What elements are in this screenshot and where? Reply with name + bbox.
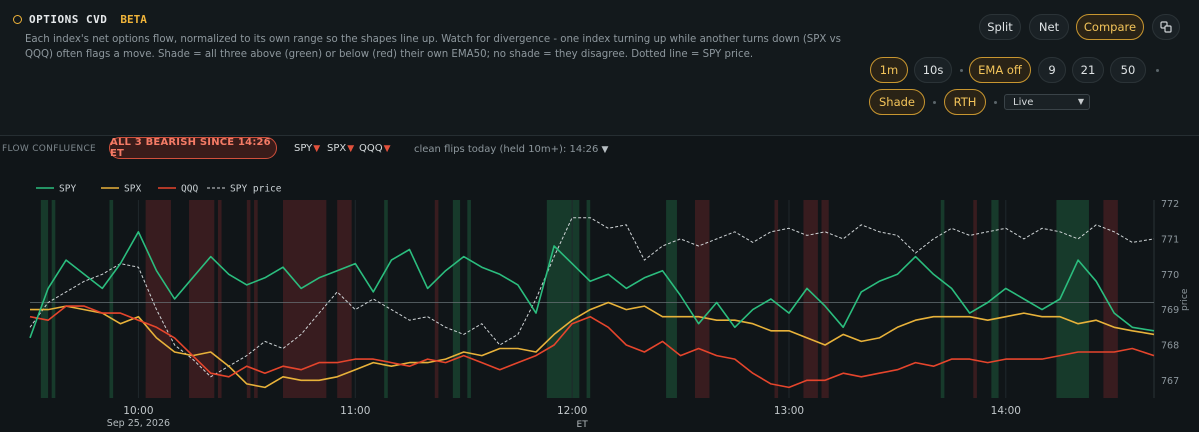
separator-dot — [994, 101, 997, 104]
ema-off-button[interactable]: EMA off — [969, 57, 1031, 83]
layout-windows-icon — [1160, 21, 1172, 33]
down-arrow-icon: ▼ — [383, 144, 391, 154]
shaded-region-red — [217, 200, 222, 398]
shaded-region-green — [940, 200, 945, 398]
shaded-region-green — [109, 200, 114, 398]
shaded-region-red — [337, 200, 352, 398]
shaded-region-red — [246, 200, 251, 398]
interval-10s-button[interactable]: 10s — [914, 57, 952, 83]
ticker-spy-label: SPY — [294, 143, 313, 154]
ticker-qqq-label: QQQ — [359, 143, 383, 154]
clean-flips-toggle[interactable]: clean flips today (held 10m+): 14:26 ▼ — [414, 144, 608, 155]
down-arrow-icon: ▼ — [313, 144, 321, 154]
ema-50-button[interactable]: 50 — [1110, 57, 1146, 83]
shaded-region-red — [189, 200, 215, 398]
ticker-spx-status: SPX▼ — [327, 143, 354, 154]
separator-dot — [960, 69, 963, 72]
shaded-region-green — [452, 200, 461, 398]
session-select-value: Live — [1013, 96, 1034, 108]
mode-net-button[interactable]: Net — [1029, 14, 1069, 40]
ema-9-button[interactable]: 9 — [1038, 57, 1066, 83]
panel-description: Each index's net options flow, normalize… — [25, 34, 841, 60]
shaded-region-green — [586, 200, 591, 398]
layout-toggle-button[interactable] — [1152, 14, 1180, 40]
chevron-down-icon: ▼ — [1077, 97, 1084, 106]
shaded-region-green — [384, 200, 388, 398]
y-axis-title: price — [1180, 288, 1190, 311]
series-line-spy-price — [29, 217, 1155, 378]
series-line-spy — [29, 231, 1155, 339]
shaded-region-red — [1103, 200, 1118, 398]
legend-label: SPX — [124, 184, 141, 195]
beta-badge: BETA — [120, 13, 147, 26]
y-tick-label: 771 — [1161, 234, 1179, 245]
ticker-spy-status: SPY▼ — [294, 143, 320, 154]
legend-label: SPY — [59, 184, 76, 195]
y-tick-label: 772 — [1161, 199, 1179, 210]
shaded-region-green — [1056, 200, 1089, 398]
y-tick-label: 769 — [1161, 305, 1179, 316]
shaded-region-red — [434, 200, 439, 398]
shaded-region-red — [774, 200, 779, 398]
ema-21-button[interactable]: 21 — [1072, 57, 1104, 83]
ticker-spx-label: SPX — [327, 143, 347, 154]
legend-label: SPY price — [230, 184, 282, 195]
y-tick-label: 768 — [1161, 340, 1179, 351]
series-line-spx — [30, 301, 1155, 389]
shaded-region-green — [467, 200, 471, 398]
clean-flips-label: clean flips today (held 10m+): 14:26 — [414, 144, 599, 155]
options-cvd-chart[interactable]: 767 768 769 770 771 772 price 10:00 11:00 12:00 13… — [0, 162, 1199, 432]
mode-compare-button[interactable]: Compare — [1076, 14, 1144, 40]
series-line-qqq — [29, 305, 1155, 389]
shaded-region-red — [145, 200, 171, 398]
shaded-region-red — [695, 200, 710, 398]
shaded-region-red — [803, 200, 818, 398]
separator-dot — [1156, 69, 1159, 72]
shaded-region-green — [546, 200, 580, 398]
shaded-region-red — [821, 200, 829, 398]
shaded-region-red — [973, 200, 977, 398]
legend-label: QQQ — [181, 184, 198, 195]
mode-split-button[interactable]: Split — [979, 14, 1021, 40]
x-date-label: Sep 25, 2026 — [107, 418, 170, 429]
ticker-qqq-status: QQQ▼ — [359, 143, 391, 154]
x-tick-label: 10:00 — [123, 405, 153, 417]
flow-confluence-label: FLOW CONFLUENCE — [2, 144, 97, 154]
flow-confluence-row: FLOW CONFLUENCE ALL 3 BEARISH SINCE 14:2… — [0, 137, 1199, 161]
caret-down-icon: ▼ — [601, 145, 609, 155]
x-tick-label: 14:00 — [991, 405, 1021, 417]
separator-dot — [933, 101, 936, 104]
rth-toggle-button[interactable]: RTH — [944, 89, 986, 115]
shaded-region-red — [282, 200, 327, 398]
shade-toggle-button[interactable]: Shade — [869, 89, 925, 115]
interval-1m-button[interactable]: 1m — [870, 57, 908, 83]
down-arrow-icon: ▼ — [347, 144, 355, 154]
y-tick-label: 770 — [1161, 270, 1179, 281]
x-timezone-label: ET — [577, 420, 589, 430]
y-tick-label: 767 — [1161, 376, 1179, 387]
x-tick-label: 12:00 — [557, 405, 587, 417]
x-tick-label: 13:00 — [774, 405, 804, 417]
shaded-region-green — [991, 200, 999, 398]
shaded-region-green — [666, 200, 677, 398]
session-select[interactable]: Live ▼ — [1004, 94, 1090, 110]
confluence-status-badge[interactable]: ALL 3 BEARISH SINCE 14:26 ET — [109, 137, 277, 159]
shaded-region-red — [254, 200, 258, 398]
panel-title: OPTIONS CVD — [29, 13, 108, 26]
x-tick-label: 11:00 — [340, 405, 370, 417]
section-divider — [0, 135, 1199, 136]
status-dot-icon — [13, 15, 22, 24]
title-row: OPTIONS CVD BETA — [13, 13, 147, 26]
